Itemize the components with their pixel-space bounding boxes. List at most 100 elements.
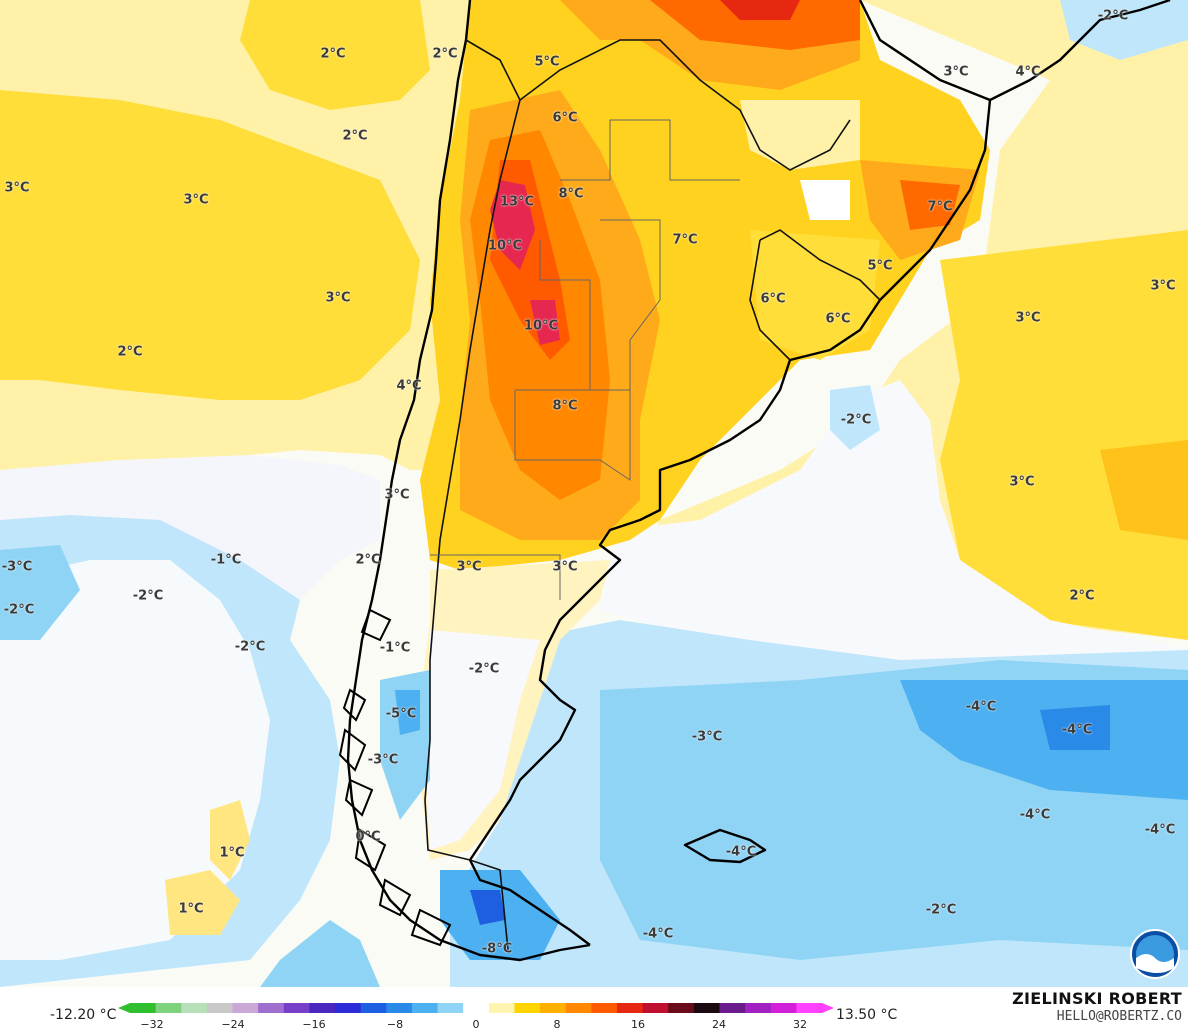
temperature-label: -4°C bbox=[1061, 722, 1093, 738]
colorbar-tick: 32 bbox=[793, 1018, 807, 1031]
temperature-label: 3°C bbox=[183, 192, 209, 208]
colorbar-cell bbox=[283, 1003, 310, 1013]
yellow-region-uruguay bbox=[750, 230, 880, 360]
colorbar-tick: −24 bbox=[221, 1018, 245, 1031]
yellow-region-pacific bbox=[0, 90, 420, 400]
colorbar-cell bbox=[565, 1003, 592, 1013]
colorbar-cell bbox=[668, 1003, 695, 1013]
temperature-label: 3°C bbox=[384, 487, 410, 503]
temperature-label: -2°C bbox=[840, 412, 872, 428]
temperature-label: 0°C bbox=[355, 829, 381, 845]
temperature-label: 2°C bbox=[320, 46, 346, 62]
colorbar-tick: 24 bbox=[712, 1018, 726, 1031]
temperature-anomaly-map bbox=[0, 0, 1188, 987]
colorbar-cell bbox=[693, 1003, 720, 1013]
cool-patch-west bbox=[0, 545, 80, 640]
temperature-label: -3°C bbox=[1, 559, 33, 575]
temperature-label: 2°C bbox=[432, 46, 458, 62]
national-borders bbox=[424, 39, 881, 951]
temperature-label: -2°C bbox=[468, 661, 500, 677]
temperature-label: -4°C bbox=[725, 844, 757, 860]
colorbar-tick: 16 bbox=[631, 1018, 645, 1031]
temperature-label: 4°C bbox=[1015, 64, 1041, 80]
temperature-label: 8°C bbox=[558, 186, 584, 202]
neutral-patch-pacific bbox=[0, 560, 270, 960]
hot-region-north bbox=[650, 0, 860, 50]
neutral-band bbox=[0, 455, 380, 600]
colorbar-cell bbox=[719, 1003, 746, 1013]
temperature-label: 5°C bbox=[534, 54, 560, 70]
colorbar-cell bbox=[488, 1003, 515, 1013]
colder-patch-atlantic bbox=[900, 680, 1188, 800]
temperature-label: 3°C bbox=[1009, 474, 1035, 490]
colorbar-max-label: 13.50 °C bbox=[836, 1007, 898, 1023]
temperature-label: -3°C bbox=[367, 752, 399, 768]
temperature-label: -2°C bbox=[925, 902, 957, 918]
temperature-label: 2°C bbox=[342, 128, 368, 144]
yellow-region-north bbox=[240, 0, 430, 110]
colorbar-cell bbox=[540, 1003, 567, 1013]
temperature-label: 10°C bbox=[487, 238, 523, 254]
temperature-label: 6°C bbox=[552, 110, 578, 126]
colorbar-cell bbox=[335, 1003, 362, 1013]
hot-region-brazil bbox=[900, 180, 960, 230]
warm-patch-1 bbox=[210, 800, 250, 880]
cool-patch-atlantic-north bbox=[830, 385, 880, 450]
colorbar-tick: −8 bbox=[386, 1018, 404, 1031]
temperature-label: -2°C bbox=[132, 588, 164, 604]
colorbar-cell bbox=[206, 1003, 234, 1013]
temperature-label: 1°C bbox=[178, 901, 204, 917]
warm-patch-2 bbox=[165, 870, 240, 935]
neutral-patch-paraguay bbox=[800, 180, 850, 220]
colorbar-cell bbox=[642, 1003, 669, 1013]
colorbar-min-arrow bbox=[118, 1003, 130, 1013]
temperature-label: 6°C bbox=[760, 291, 786, 307]
colorbar-cell bbox=[360, 1003, 387, 1013]
cool-patch-south-pacific bbox=[260, 920, 380, 987]
colorbar-cell bbox=[309, 1003, 336, 1013]
colorbar-tick: −32 bbox=[140, 1018, 164, 1031]
neutral-band-atlantic bbox=[600, 380, 1188, 700]
provincial-borders bbox=[430, 119, 740, 600]
author-email: HELLO@ROBERTZ.CO bbox=[1056, 1009, 1182, 1024]
colorbar bbox=[118, 1003, 834, 1013]
colorbar-cell bbox=[463, 1003, 490, 1013]
coldest-patch-tierra-del-fuego bbox=[470, 890, 505, 925]
colorbar-cell bbox=[591, 1003, 618, 1013]
colder-patch-south-andes bbox=[395, 690, 420, 735]
temperature-label: -2°C bbox=[1097, 8, 1129, 24]
temperature-label: -4°C bbox=[1019, 807, 1051, 823]
author-name: ZIELINSKI ROBERT bbox=[1012, 989, 1182, 1008]
temperature-label: 7°C bbox=[927, 199, 953, 215]
colorbar-cell bbox=[258, 1003, 285, 1013]
colorbar-cell bbox=[411, 1003, 439, 1013]
colorbar-min-label: -12.20 °C bbox=[50, 1007, 117, 1023]
yellow-region-atlantic bbox=[940, 230, 1188, 640]
colorbar-cell bbox=[181, 1003, 208, 1013]
map-canvas bbox=[0, 0, 1188, 987]
colorbar-cell bbox=[155, 1003, 182, 1013]
temperature-label: -4°C bbox=[1144, 822, 1176, 838]
temperature-label: 3°C bbox=[1150, 278, 1176, 294]
colorbar-tick: 0 bbox=[472, 1018, 480, 1031]
temperature-label: 2°C bbox=[355, 552, 381, 568]
temperature-label: -4°C bbox=[965, 699, 997, 715]
colorbar-cell bbox=[386, 1003, 413, 1013]
temperature-label: 3°C bbox=[943, 64, 969, 80]
temperature-label: 4°C bbox=[396, 378, 422, 394]
hottest-region-north bbox=[720, 0, 800, 20]
temperature-label: 10°C bbox=[523, 318, 559, 334]
temperature-label: 3°C bbox=[325, 290, 351, 306]
hottest-region-andes bbox=[490, 180, 535, 270]
coldest-patch-atlantic bbox=[1040, 705, 1110, 750]
temperature-label: 1°C bbox=[219, 845, 245, 861]
temperature-label: 6°C bbox=[825, 311, 851, 327]
temperature-label: -2°C bbox=[234, 639, 266, 655]
temperature-label: 3°C bbox=[4, 180, 30, 196]
colorbar-cell bbox=[796, 1003, 823, 1013]
colorbar-cell bbox=[745, 1003, 772, 1013]
temperature-label: -2°C bbox=[3, 602, 35, 618]
colorbar-tick: −16 bbox=[302, 1018, 326, 1031]
hottest-patch-andes-2 bbox=[530, 300, 560, 345]
temperature-label: 3°C bbox=[1015, 310, 1041, 326]
